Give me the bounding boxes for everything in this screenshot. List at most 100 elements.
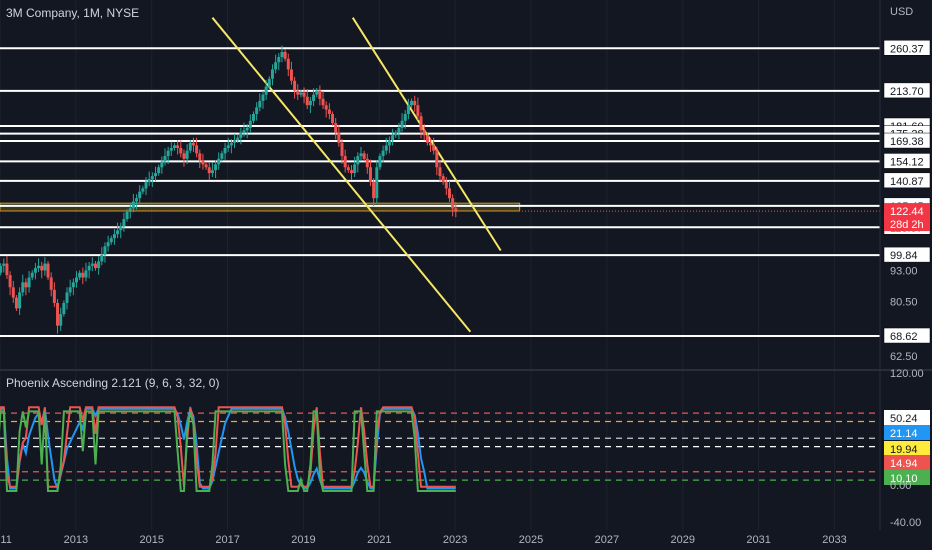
candle-body [302, 92, 306, 97]
candle-body [0, 265, 3, 273]
level-label: 99.84 [890, 250, 918, 262]
candle-body [106, 242, 110, 247]
candle-body [432, 145, 436, 151]
candle-body [356, 156, 360, 165]
candle-body [119, 226, 123, 231]
level-label-box [883, 132, 931, 149]
time-tick-label: 2029 [671, 534, 695, 546]
level-label-box [883, 82, 931, 99]
indicator-value-box [884, 470, 930, 485]
candle-body [267, 78, 271, 87]
candle-body [90, 263, 94, 266]
candle-body [172, 145, 176, 149]
price-axis[interactable]: 93.00 80.50 62.50 [890, 265, 918, 363]
candle-body [176, 145, 180, 149]
candle-body [429, 142, 433, 146]
time-tick-label: 2013 [64, 534, 88, 546]
time-axis[interactable]: 2011 2013 2015 2017 2019 2021 2023 2025 2027 2029… [0, 534, 847, 546]
candle-body [331, 113, 335, 124]
candle-body [135, 198, 139, 202]
level-lines [0, 47, 880, 338]
candle-body [403, 113, 407, 121]
candle-body [33, 268, 37, 273]
indicator-value-label: 14.94 [890, 458, 918, 470]
candle-body [447, 188, 451, 199]
candle-body [78, 272, 82, 278]
candle-body [52, 289, 56, 303]
time-tick-label: 2019 [291, 534, 315, 546]
channel-line [211, 17, 472, 333]
candle-body [226, 145, 230, 149]
candle-body [223, 148, 227, 154]
candles [0, 45, 458, 334]
channel-lines [211, 17, 502, 333]
candle-body [340, 142, 344, 157]
candle-body [318, 90, 322, 99]
candle-body [11, 287, 15, 298]
candle-body [381, 150, 385, 157]
candle-body [343, 156, 347, 168]
candle-body [362, 153, 366, 159]
indicator-value-label: 21.14 [890, 428, 918, 440]
time-tick-label: 2011 [0, 534, 12, 546]
candle-body [444, 182, 448, 189]
level-label: 68.62 [890, 331, 918, 343]
candle-body [372, 182, 376, 199]
chart-title: 3M Company, 1M, NYSE [6, 6, 140, 20]
candle-body [56, 302, 60, 326]
indicator-line [0, 406, 456, 488]
level-label-box [883, 246, 931, 263]
candle-body [378, 156, 382, 168]
candle-body [150, 176, 154, 180]
candle-body [245, 127, 249, 131]
candle-body [312, 94, 316, 101]
candle-body [239, 132, 243, 138]
indicator-value-box [884, 425, 930, 440]
candle-body [40, 265, 44, 271]
candle-body [62, 302, 66, 314]
candle-body [397, 127, 401, 133]
candle-body [103, 246, 107, 255]
time-tick-label: 2031 [746, 534, 770, 546]
indicator-value-label: 10.10 [890, 473, 918, 485]
candle-body [384, 145, 388, 151]
candle-body [49, 277, 53, 290]
level-label: 260.37 [890, 43, 924, 55]
candle-body [71, 282, 75, 288]
indicator-tick-label: -40.00 [890, 517, 921, 529]
candle-body [157, 167, 161, 174]
candle-body [346, 167, 350, 171]
indicator-value-box [884, 455, 930, 470]
candle-body [353, 164, 357, 174]
candle-body [255, 107, 259, 114]
candle-body [308, 100, 312, 106]
candle-body [286, 58, 290, 70]
candle-body [387, 140, 391, 146]
level-label-box [883, 327, 931, 344]
candle-body [125, 211, 129, 220]
level-label-box [883, 40, 931, 56]
candle-body [236, 137, 240, 141]
candle-body [264, 86, 268, 95]
candle-body [5, 263, 9, 276]
candle-body [179, 148, 183, 154]
level-label: 154.12 [890, 156, 924, 168]
candle-body [147, 179, 151, 183]
candle-body [425, 135, 429, 143]
highlight-zone [0, 202, 521, 212]
candle-body [277, 57, 281, 63]
candle-body [8, 275, 12, 288]
candle-body [410, 100, 414, 106]
candle-body [201, 160, 205, 165]
level-label: 213.70 [890, 86, 924, 98]
channel-line [351, 17, 502, 252]
candle-body [185, 150, 189, 159]
candle-body [160, 161, 164, 168]
price-tick-label: 62.50 [890, 351, 918, 363]
candle-body [321, 98, 325, 106]
indicator-axis: 50.24 21.14 19.94 14.94 10.10 120.00 0.00 -40.0… [884, 368, 930, 529]
candle-body [422, 130, 426, 136]
indicator-tick-label: 120.00 [890, 368, 924, 380]
time-tick-label: 2015 [139, 534, 163, 546]
